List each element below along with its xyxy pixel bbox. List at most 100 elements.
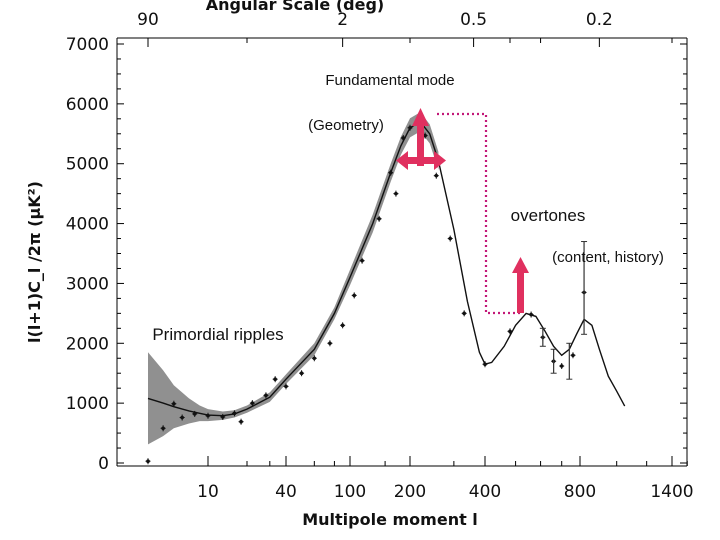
position-arrow-left-head <box>396 151 408 170</box>
annotation-content-history: (content, history) <box>552 249 664 266</box>
data-point <box>407 124 413 131</box>
data-point <box>447 235 453 242</box>
data-point-dot <box>264 393 268 398</box>
error-bar <box>581 241 588 335</box>
annotation-overtones: overtones <box>511 206 586 225</box>
data-points <box>145 117 588 465</box>
data-point <box>220 413 226 420</box>
y-tick-label: 3000 <box>66 274 109 294</box>
top-tick-label: 90 <box>137 10 159 30</box>
position-arrow-shaft <box>406 157 436 164</box>
data-point-dot <box>448 236 453 241</box>
data-point-dot <box>360 258 364 263</box>
data-point-dot <box>172 401 176 406</box>
data-point-dot <box>273 377 277 382</box>
top-tick-label: 2 <box>337 10 348 30</box>
data-point-dot <box>401 136 406 140</box>
error-bar <box>550 348 557 374</box>
fundamental-arrow-shaft <box>417 124 424 166</box>
overtone-arrow-head <box>512 257 529 273</box>
dotted-bracket <box>437 112 520 315</box>
data-point-dot <box>146 459 150 464</box>
data-point <box>145 458 151 465</box>
data-point-dot <box>483 362 487 367</box>
data-point <box>570 352 576 359</box>
data-point-dot <box>192 412 197 416</box>
data-point-dot <box>394 191 398 196</box>
data-point <box>272 376 278 383</box>
x-tick-label: 400 <box>469 482 501 502</box>
data-point-dot <box>220 415 225 419</box>
y-tick-label: 7000 <box>66 35 109 55</box>
x-tick-label: 40 <box>275 482 297 502</box>
data-point <box>507 328 513 335</box>
y-tick-label: 5000 <box>66 155 109 175</box>
data-point <box>299 370 305 377</box>
data-point-dot <box>328 341 332 346</box>
data-point <box>231 410 237 417</box>
data-point-dot <box>408 126 412 130</box>
top-tick-label: 0.5 <box>460 10 487 30</box>
data-point <box>249 400 255 407</box>
x-axis-title: Multipole moment l <box>302 510 478 529</box>
data-point <box>400 134 406 141</box>
data-point-dot <box>462 311 466 316</box>
x-tick-label: 10 <box>197 482 219 502</box>
error-bar <box>566 342 573 380</box>
data-point <box>238 418 244 425</box>
data-point-dot <box>180 415 184 420</box>
data-point <box>179 414 185 421</box>
data-point <box>311 355 317 362</box>
annotations <box>396 108 529 315</box>
data-point <box>376 215 382 222</box>
x-tick-label: 800 <box>564 482 596 502</box>
y-tick-label: 4000 <box>66 215 109 235</box>
data-point <box>263 392 269 399</box>
data-point <box>559 363 565 370</box>
data-point-dot <box>377 216 381 221</box>
error-bar <box>539 327 546 347</box>
data-point-dot <box>206 413 210 418</box>
data-point-dot <box>423 133 427 138</box>
data-point <box>327 340 333 347</box>
data-point <box>393 190 399 197</box>
variance-band-area <box>148 112 439 445</box>
data-point-dot <box>239 419 243 424</box>
overtone-arrow-shaft <box>517 270 524 313</box>
data-point <box>171 400 177 407</box>
y-axis-title: l(l+1)C_l /2π (μK²) <box>25 181 44 343</box>
data-point-dot <box>340 323 345 328</box>
data-point <box>433 172 439 179</box>
data-point-dot <box>232 411 237 416</box>
data-point <box>482 361 488 368</box>
y-tick-label: 1000 <box>66 394 109 414</box>
data-point-dot <box>571 353 575 358</box>
annotation-geometry: (Geometry) <box>308 117 384 134</box>
data-point-dot <box>529 312 533 317</box>
data-point-dot <box>299 371 304 376</box>
y-tick-label: 6000 <box>66 95 109 115</box>
y-tick-label: 0 <box>98 454 109 474</box>
data-point-dot <box>508 329 512 334</box>
data-point <box>388 169 394 176</box>
top-axis-title: Angular Scale (deg) <box>206 0 384 14</box>
annotation-primordial-ripples: Primordial ripples <box>152 325 283 344</box>
data-point-dot <box>352 293 357 298</box>
cosmic-variance-band <box>148 112 439 445</box>
position-arrow-right-head <box>434 151 446 170</box>
data-point <box>359 257 365 264</box>
y-tick-label: 2000 <box>66 334 109 354</box>
x-tick-label: 1400 <box>650 482 693 502</box>
annotation-fundamental-mode: Fundamental mode <box>325 72 454 89</box>
data-point-dot <box>161 426 165 431</box>
data-point <box>461 310 467 317</box>
top-tick-label: 0.2 <box>586 10 613 30</box>
data-point <box>351 292 357 299</box>
x-tick-label: 200 <box>394 482 426 502</box>
data-point <box>192 410 198 417</box>
chart-axes: 0 1000 2000 3000 4000 5000 6000 7000 10 40 100 200 4… <box>66 10 694 502</box>
data-point <box>283 383 289 390</box>
data-point <box>205 412 211 419</box>
data-point <box>160 425 166 432</box>
